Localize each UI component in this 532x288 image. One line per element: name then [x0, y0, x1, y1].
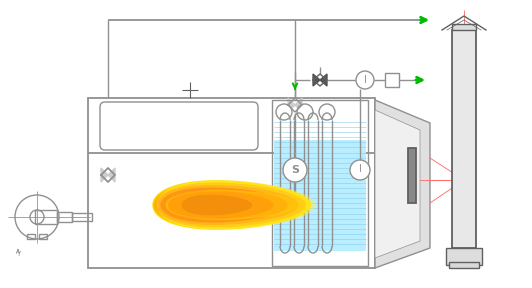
Polygon shape: [161, 188, 287, 222]
Circle shape: [350, 160, 370, 180]
Bar: [452, 30, 476, 248]
Polygon shape: [101, 168, 108, 182]
Polygon shape: [313, 74, 320, 86]
Polygon shape: [157, 181, 314, 229]
Bar: [88, 98, 375, 268]
Text: Y: Y: [16, 251, 20, 257]
Polygon shape: [288, 98, 295, 112]
Bar: [72, 213, 92, 221]
Text: I: I: [359, 164, 361, 174]
Polygon shape: [154, 183, 305, 227]
Bar: [39, 234, 47, 239]
Bar: [272, 100, 368, 266]
Polygon shape: [156, 186, 298, 224]
Bar: [274, 140, 366, 251]
Polygon shape: [375, 100, 430, 268]
Polygon shape: [375, 110, 420, 258]
Bar: [452, 24, 476, 30]
Polygon shape: [295, 98, 302, 112]
Bar: [446, 248, 482, 265]
Polygon shape: [108, 168, 115, 182]
Polygon shape: [166, 191, 298, 219]
Circle shape: [297, 104, 313, 120]
Polygon shape: [320, 74, 327, 86]
Bar: [408, 148, 416, 203]
Circle shape: [356, 71, 374, 89]
Text: S: S: [291, 165, 299, 175]
Bar: [57, 212, 72, 222]
Text: I: I: [363, 75, 367, 85]
Bar: [449, 262, 479, 268]
Polygon shape: [153, 181, 311, 229]
Polygon shape: [182, 195, 252, 215]
Circle shape: [276, 104, 292, 120]
Circle shape: [319, 104, 335, 120]
Bar: [35, 210, 57, 224]
Bar: [385, 73, 399, 87]
Circle shape: [283, 158, 307, 182]
Bar: [27, 234, 35, 239]
Polygon shape: [169, 192, 273, 219]
